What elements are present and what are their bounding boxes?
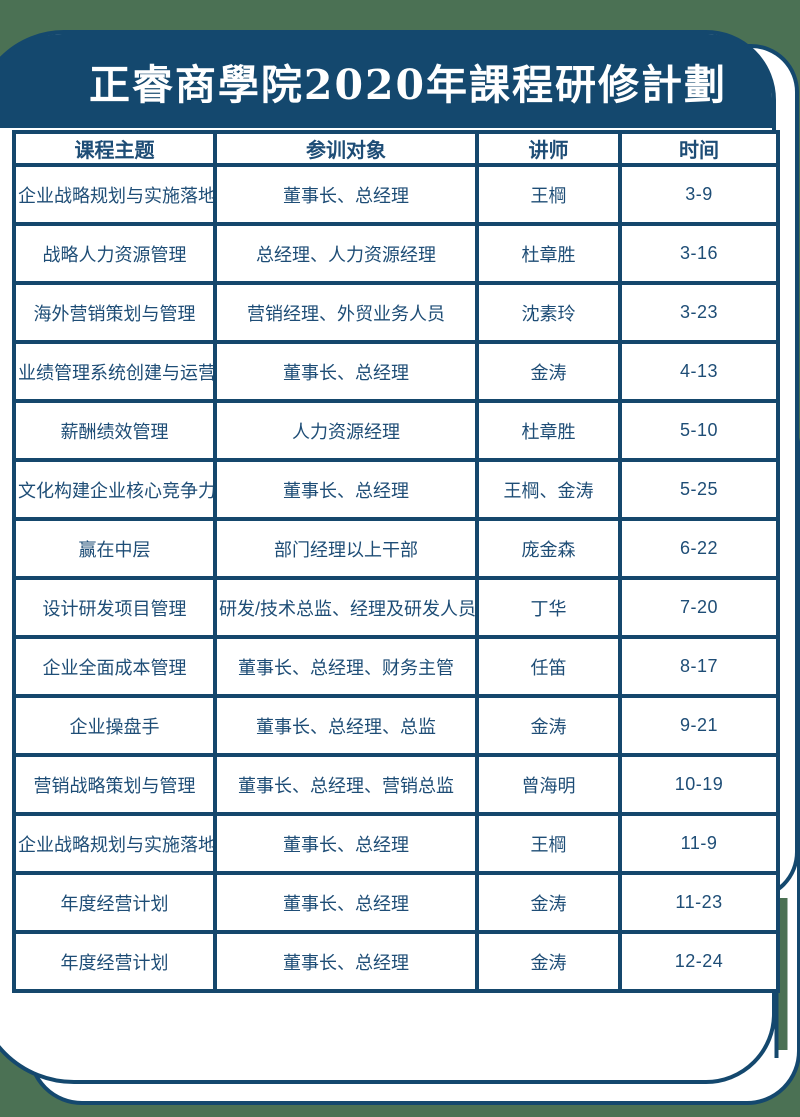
course-time-cell: 3-9: [618, 163, 780, 226]
column-header-time: 时间: [618, 130, 780, 167]
course-time-cell: 5-25: [618, 458, 780, 521]
table-row: 海外营销策划与管理 营销经理、外贸业务人员 沈素玲 3-23: [12, 281, 780, 344]
course-audience-cell: 董事长、总经理、营销总监: [213, 753, 479, 816]
course-lecturer-cell: 王棡: [475, 163, 622, 226]
course-audience-cell: 董事长、总经理: [213, 340, 479, 403]
course-topic-cell: 企业战略规划与实施落地: [12, 812, 217, 875]
course-schedule-table: 课程主题 参训对象 讲师 时间 企业战略规划与实施落地 董事长、总经理 王棡 3…: [12, 130, 780, 993]
course-audience-cell: 董事长、总经理: [213, 458, 479, 521]
course-audience-cell: 营销经理、外贸业务人员: [213, 281, 479, 344]
course-topic-cell: 营销战略策划与管理: [12, 753, 217, 816]
table-row: 文化构建企业核心竞争力 董事长、总经理 王棡、金涛 5-25: [12, 458, 780, 521]
sheet-gap: [778, 898, 788, 1050]
course-lecturer-cell: 王棡、金涛: [475, 458, 622, 521]
table-row: 企业战略规划与实施落地 董事长、总经理 王棡 11-9: [12, 812, 780, 875]
table-row: 企业全面成本管理 董事长、总经理、财务主管 任笛 8-17: [12, 635, 780, 698]
course-audience-cell: 董事长、总经理: [213, 930, 479, 993]
course-audience-cell: 董事长、总经理: [213, 163, 479, 226]
course-audience-cell: 董事长、总经理、总监: [213, 694, 479, 757]
course-topic-cell: 薪酬绩效管理: [12, 399, 217, 462]
table-row: 业绩管理系统创建与运营 董事长、总经理 金涛 4-13: [12, 340, 780, 403]
table-header-row: 课程主题 参训对象 讲师 时间: [12, 130, 780, 167]
course-topic-cell: 文化构建企业核心竞争力: [12, 458, 217, 521]
course-time-cell: 3-23: [618, 281, 780, 344]
table-row: 薪酬绩效管理 人力资源经理 杜章胜 5-10: [12, 399, 780, 462]
course-audience-cell: 研发/技术总监、经理及研发人员: [213, 576, 479, 639]
table-row: 战略人力资源管理 总经理、人力资源经理 杜章胜 3-16: [12, 222, 780, 285]
course-topic-cell: 海外营销策划与管理: [12, 281, 217, 344]
course-time-cell: 3-16: [618, 222, 780, 285]
course-audience-cell: 董事长、总经理: [213, 812, 479, 875]
column-header-lecturer: 讲师: [475, 130, 622, 167]
course-topic-cell: 业绩管理系统创建与运营: [12, 340, 217, 403]
course-time-cell: 5-10: [618, 399, 780, 462]
course-topic-cell: 企业操盘手: [12, 694, 217, 757]
course-lecturer-cell: 王棡: [475, 812, 622, 875]
table-row: 设计研发项目管理 研发/技术总监、经理及研发人员 丁华 7-20: [12, 576, 780, 639]
course-topic-cell: 企业全面成本管理: [12, 635, 217, 698]
course-audience-cell: 人力资源经理: [213, 399, 479, 462]
table-row: 企业操盘手 董事长、总经理、总监 金涛 9-21: [12, 694, 780, 757]
course-lecturer-cell: 沈素玲: [475, 281, 622, 344]
course-lecturer-cell: 庞金森: [475, 517, 622, 580]
table-row: 年度经营计划 董事长、总经理 金涛 12-24: [12, 930, 780, 993]
course-lecturer-cell: 金涛: [475, 930, 622, 993]
table-row: 赢在中层 部门经理以上干部 庞金森 6-22: [12, 517, 780, 580]
course-audience-cell: 部门经理以上干部: [213, 517, 479, 580]
card-header: 正睿商學院2020年課程研修計劃: [0, 34, 772, 128]
course-time-cell: 9-21: [618, 694, 780, 757]
course-topic-cell: 企业战略规划与实施落地: [12, 163, 217, 226]
course-audience-cell: 总经理、人力资源经理: [213, 222, 479, 285]
course-audience-cell: 董事长、总经理: [213, 871, 479, 934]
course-lecturer-cell: 任笛: [475, 635, 622, 698]
course-lecturer-cell: 金涛: [475, 694, 622, 757]
column-header-topic: 课程主题: [12, 130, 217, 167]
column-header-audience: 参训对象: [213, 130, 479, 167]
course-time-cell: 11-23: [618, 871, 780, 934]
course-time-cell: 11-9: [618, 812, 780, 875]
course-audience-cell: 董事长、总经理、财务主管: [213, 635, 479, 698]
course-lecturer-cell: 丁华: [475, 576, 622, 639]
schedule-card: 正睿商學院2020年課程研修計劃 课程主题 参训对象 讲师 时间 企业战略规划与…: [0, 30, 780, 1084]
course-time-cell: 7-20: [618, 576, 780, 639]
course-time-cell: 6-22: [618, 517, 780, 580]
course-time-cell: 4-13: [618, 340, 780, 403]
course-topic-cell: 年度经营计划: [12, 871, 217, 934]
course-topic-cell: 年度经营计划: [12, 930, 217, 993]
course-lecturer-cell: 杜章胜: [475, 222, 622, 285]
table-row: 营销战略策划与管理 董事长、总经理、营销总监 曾海明 10-19: [12, 753, 780, 816]
course-topic-cell: 战略人力资源管理: [12, 222, 217, 285]
course-lecturer-cell: 杜章胜: [475, 399, 622, 462]
table-row: 年度经营计划 董事长、总经理 金涛 11-23: [12, 871, 780, 934]
course-topic-cell: 设计研发项目管理: [12, 576, 217, 639]
course-time-cell: 8-17: [618, 635, 780, 698]
course-topic-cell: 赢在中层: [12, 517, 217, 580]
course-time-cell: 12-24: [618, 930, 780, 993]
course-lecturer-cell: 金涛: [475, 871, 622, 934]
course-lecturer-cell: 金涛: [475, 340, 622, 403]
schedule-table-container: 课程主题 参训对象 讲师 时间 企业战略规划与实施落地 董事长、总经理 王棡 3…: [12, 130, 780, 993]
course-lecturer-cell: 曾海明: [475, 753, 622, 816]
page-title: 正睿商學院2020年課程研修計劃: [88, 61, 728, 109]
table-row: 企业战略规划与实施落地 董事长、总经理 王棡 3-9: [12, 163, 780, 226]
course-time-cell: 10-19: [618, 753, 780, 816]
